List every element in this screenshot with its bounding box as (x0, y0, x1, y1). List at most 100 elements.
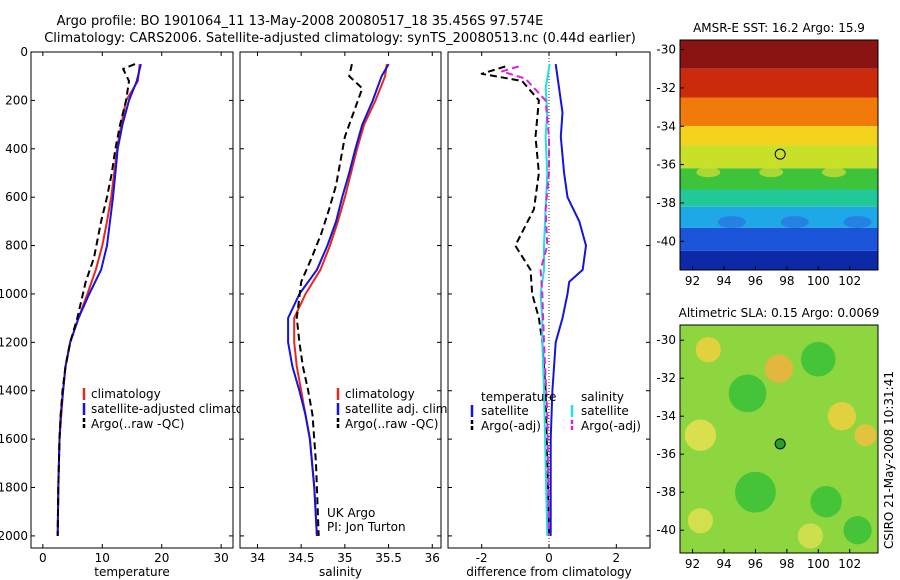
heatmap-blob (780, 216, 809, 229)
x-tick-label: 98 (779, 274, 794, 288)
salinity-axes-frame (239, 51, 442, 549)
y-tick-label: -30 (656, 333, 676, 347)
heatmap-band (680, 227, 878, 251)
heatmap-patch (843, 516, 872, 545)
y-tick-label: 200 (5, 93, 28, 107)
x-tick-label: 96 (748, 557, 763, 571)
map-frame (679, 39, 879, 271)
map-title: AMSR-E SST: 16.2 Argo: 15.9 (693, 21, 865, 35)
difference-axes-frame (447, 51, 651, 549)
series-line-satellite (539, 63, 551, 536)
temperature-x-axis-label: temperature (94, 565, 169, 579)
heatmap-patch (687, 508, 714, 534)
heatmap-blob (822, 167, 846, 178)
heatmap-blob (843, 216, 872, 229)
x-tick-label: 34 (250, 551, 265, 565)
x-tick-label: 36 (425, 551, 440, 565)
series-line-satellite (549, 63, 587, 536)
legend-label: satellite adj. clim. (345, 402, 451, 416)
x-tick-label: 0 (39, 551, 47, 565)
y-tick-label: -36 (656, 447, 676, 461)
sst-map-panel: AMSR-E SST: 16.2 Argo: 15.9 92 94 96 98 100 10… (656, 21, 879, 288)
x-tick-label: 35 (337, 551, 352, 565)
x-tick-label: 100 (807, 557, 830, 571)
y-tick-label: 0 (20, 45, 28, 59)
y-tick-label: 1000 (0, 287, 28, 301)
figure-title-line2: Climatology: CARS2006. Satellite-adjuste… (44, 31, 636, 46)
x-tick-label: 30 (213, 551, 228, 565)
heatmap-blob (696, 167, 721, 178)
y-tick-label: -34 (656, 119, 676, 133)
x-tick-label: 0 (545, 551, 553, 565)
figure-title-line1: Argo profile: BO 1901064_11 13-May-2008 … (57, 14, 544, 29)
salinity-panel: 34 34.5 35 35.5 36 salinity climatologysatelli… (239, 51, 451, 579)
sla-map-panel: Altimetric SLA: 0.15 Argo: 0.0069 92 94 96 9… (656, 306, 879, 571)
annotation-line1: UK Argo (327, 506, 375, 520)
y-tick-label: 800 (5, 239, 28, 253)
x-tick-label: 102 (838, 557, 861, 571)
heatmap-band (680, 145, 878, 169)
argo-location-marker (774, 148, 786, 160)
heatmap-patch (695, 337, 721, 363)
heatmap-patch (810, 485, 842, 518)
y-tick-label: -38 (656, 485, 676, 499)
y-tick-label: -34 (656, 409, 676, 423)
y-tick-label: -32 (656, 81, 676, 95)
y-tick-label: 1200 (0, 335, 28, 349)
y-tick-label: 2000 (0, 529, 28, 543)
legend-label: Argo(..raw -QC) (345, 417, 438, 431)
x-tick-label: 10 (95, 551, 110, 565)
heatmap-blob (717, 216, 746, 229)
x-tick-label: 20 (154, 551, 169, 565)
legend-label: climatology (345, 387, 415, 401)
series-line-satellite-adj-clim- (287, 63, 390, 536)
heatmap-patch (854, 424, 877, 447)
series-line-argo-adj- (500, 65, 550, 536)
y-tick-label: -40 (656, 523, 676, 537)
x-tick-label: 102 (838, 274, 861, 288)
heatmap-patch (728, 374, 767, 413)
timestamp-note: CSIRO 21-May-2008 10:31:41 (882, 371, 896, 549)
y-tick-label: 1800 (0, 481, 28, 495)
heatmap-band (680, 97, 878, 127)
legend-group-title: salinity (581, 390, 624, 404)
y-tick-label: -32 (656, 371, 676, 385)
y-tick-label: 400 (5, 142, 28, 156)
heatmap-band (680, 40, 878, 69)
legend-label: Argo(..raw -QC) (91, 417, 184, 431)
heatmap-patch (801, 341, 836, 377)
heatmap-patch (827, 402, 856, 431)
heatmap-band (680, 68, 878, 98)
legend-label: satellite (581, 404, 629, 418)
y-tick-label: -40 (656, 234, 676, 248)
x-tick-label: 92 (685, 557, 700, 571)
heatmap-band (680, 250, 878, 270)
heatmap-patch (684, 419, 717, 451)
x-tick-label: 92 (685, 274, 700, 288)
legend-label: satellite (481, 404, 529, 418)
y-tick-label: -30 (656, 43, 676, 57)
temperature-axes-frame (30, 51, 234, 549)
x-tick-label: 94 (716, 557, 731, 571)
x-tick-label: -2 (476, 551, 488, 565)
y-tick-label: 600 (5, 190, 28, 204)
legend-label: Argo(-adj) (481, 419, 541, 433)
salinity-x-axis-label: salinity (319, 565, 362, 579)
heatmap-band (680, 189, 878, 207)
x-tick-label: 96 (748, 274, 763, 288)
legend-label: satellite-adjusted climatology (91, 402, 269, 416)
legend-group-title: temperature (481, 390, 556, 404)
y-tick-label: -36 (656, 158, 676, 172)
annotation-line2: PI: Jon Turton (327, 520, 406, 534)
heatmap-patch (735, 471, 776, 513)
heatmap-patch (797, 523, 824, 549)
argo-location-marker (774, 438, 786, 450)
y-tick-label: 1600 (0, 432, 28, 446)
x-tick-label: 2 (613, 551, 621, 565)
y-tick-label: 1400 (0, 384, 28, 398)
x-tick-label: 100 (807, 274, 830, 288)
heatmap-patch (764, 354, 794, 383)
difference-x-axis-label: difference from climatology (466, 565, 632, 579)
